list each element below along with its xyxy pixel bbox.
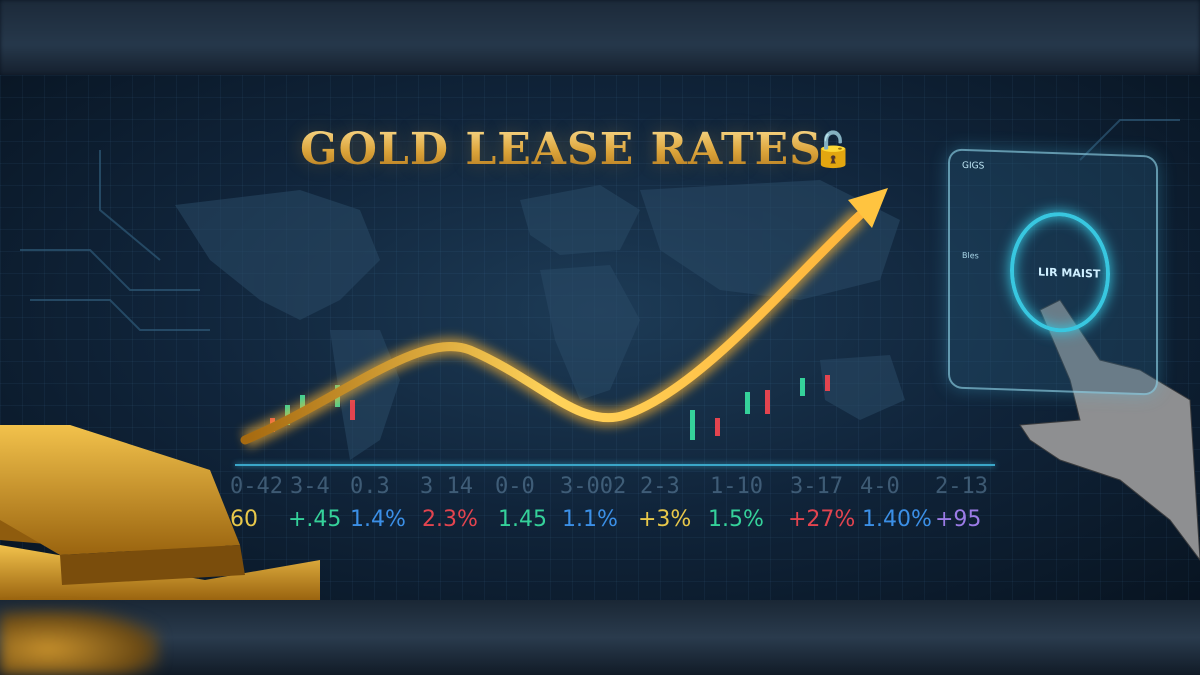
- ticker-rate-value: +3%: [638, 507, 692, 532]
- ticker-rate-value: 60: [230, 507, 258, 532]
- blurred-bottom-band: [0, 600, 1200, 675]
- ticker-top-value: 0-42: [230, 474, 283, 499]
- ticker-rate-value: 1.1%: [562, 507, 618, 532]
- ticker-rate-value: 1.45: [498, 507, 547, 532]
- ticker-top-value: 3-002: [560, 474, 627, 499]
- hologram-panel[interactable]: GIGS Bles LIR MAIST: [948, 148, 1158, 396]
- candle: [350, 400, 355, 420]
- ticker-rate-value: 1.4%: [350, 507, 406, 532]
- ticker-rate-value: 2.3%: [422, 507, 478, 532]
- candle: [825, 375, 830, 391]
- arrow-head: [848, 188, 888, 228]
- page-title: GOLD LEASE RATES: [300, 124, 822, 175]
- ticker-top-value: 3 14: [420, 474, 473, 499]
- ticker-top-value: 1-10: [710, 474, 763, 499]
- gold-bars: [0, 425, 320, 600]
- lock-with-up-arrow-icon: 🔓: [812, 130, 855, 170]
- candle: [690, 410, 695, 440]
- ticker-rate-value: 1.5%: [708, 507, 764, 532]
- ticker-rate-value: 1.40%: [862, 507, 932, 532]
- ticker-top-value: 2-3: [640, 474, 680, 499]
- candle: [765, 390, 770, 414]
- pointing-hand: [1019, 299, 1200, 561]
- ticker-top-value: 4-0: [860, 474, 900, 499]
- trend-arrow: [240, 210, 865, 445]
- ticker-rate-value: +27%: [788, 507, 856, 532]
- hologram-header: GIGS: [962, 160, 985, 172]
- hologram-side-label: Bles: [962, 250, 979, 261]
- hologram-center-label: LIR MAIST: [1038, 265, 1101, 281]
- ticker-rate-value: +95: [935, 507, 982, 532]
- ticker-top-value: 0.3: [350, 474, 390, 499]
- ticker-divider: [235, 464, 995, 466]
- candle: [715, 418, 720, 436]
- ticker-top-value: 0-0: [495, 474, 535, 499]
- blurred-top-band: [0, 0, 1200, 75]
- candle: [800, 378, 805, 396]
- ticker-rate-value: +.45: [288, 507, 342, 532]
- ticker-top-value: 2-13: [935, 474, 988, 499]
- blurred-gold-bar: [0, 610, 160, 675]
- ticker-top-value: 3-4: [290, 474, 330, 499]
- candle: [745, 392, 750, 414]
- ticker-top-value: 3-17: [790, 474, 843, 499]
